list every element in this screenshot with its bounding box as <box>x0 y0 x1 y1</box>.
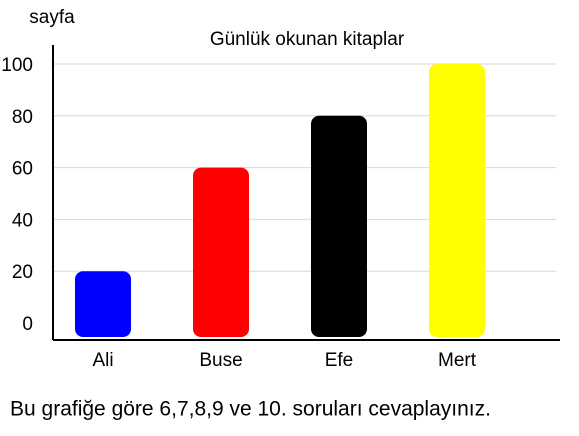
x-tick-label: Buse <box>199 350 242 371</box>
y-tick-label: 0 <box>22 314 33 335</box>
bar <box>311 115 367 337</box>
y-axis-label: sayfa <box>29 7 75 28</box>
x-tick-label: Ali <box>92 350 113 371</box>
y-tick-label: 80 <box>12 107 33 128</box>
bar <box>75 271 131 337</box>
y-tick-label: 20 <box>12 262 33 283</box>
bar <box>429 64 485 337</box>
x-tick-label: Mert <box>438 350 477 371</box>
caption: Bu grafiğe göre 6,7,8,9 ve 10. soruları … <box>10 398 491 421</box>
x-tick-label: Efe <box>325 350 354 371</box>
y-tick-label: 100 <box>1 55 33 76</box>
y-tick-label: 60 <box>12 159 33 180</box>
bar <box>193 167 249 337</box>
y-tick-label: 40 <box>12 210 33 231</box>
chart-title: Günlük okunan kitaplar <box>210 29 405 50</box>
